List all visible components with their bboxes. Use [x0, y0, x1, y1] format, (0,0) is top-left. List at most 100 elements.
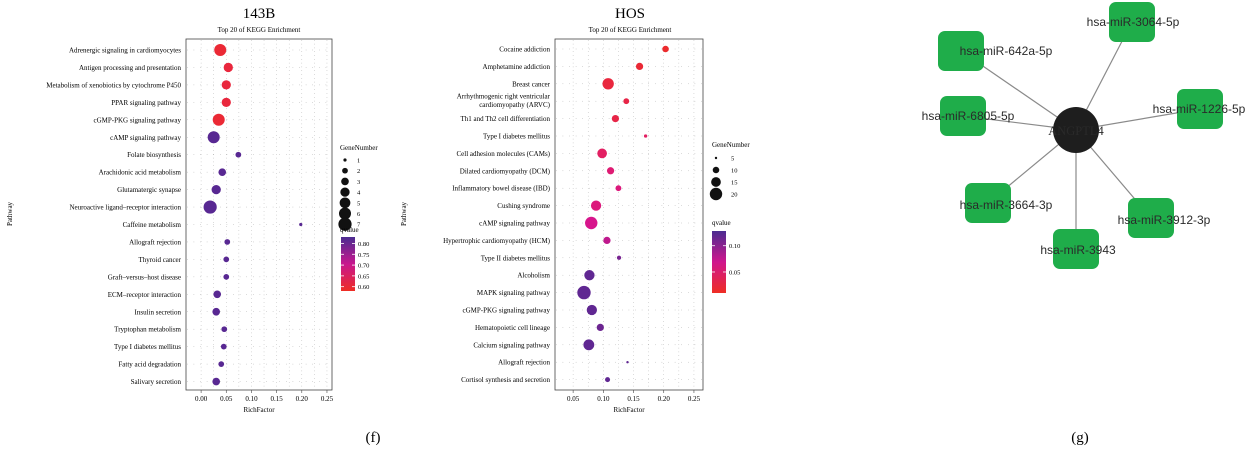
panel-label-g: (g) [1071, 430, 1089, 446]
data-point [203, 200, 217, 214]
color-legend: qvalue 0.80 0.75 0.70 0.65 0.60 [340, 226, 369, 291]
hub-node-label: ANGPTL4 [1048, 124, 1104, 138]
size-legend-title: GeneNumber [340, 144, 378, 152]
hub-node-circle [1053, 107, 1099, 153]
chart-title: HOS [615, 6, 645, 22]
data-point [223, 273, 230, 280]
size-legend-label: 6 [357, 211, 361, 218]
data-point [223, 62, 233, 73]
data-point [207, 131, 220, 144]
color-bar [712, 231, 726, 293]
mirna-node: hsa-miR-3664-3p [960, 183, 1053, 223]
x-tick-label: 0.10 [597, 395, 610, 403]
y-tick-label: Type I diabetes mellitus [114, 343, 181, 351]
mirna-node-box [938, 31, 984, 71]
y-tick-label: Cushing syndrome [497, 202, 550, 210]
data-point [615, 185, 622, 192]
y-tick-label: PPAR signaling pathway [111, 99, 181, 107]
size-legend: GeneNumber 5 10 15 20 [709, 141, 750, 201]
chart-hos: HOS Top 20 of KEGG Enrichment Cocaine ad… [400, 6, 750, 414]
y-tick-labels: Adrenergic signaling in cardiomyocytes An… [46, 47, 181, 387]
x-tick-label: 0.05 [220, 395, 233, 403]
mirna-node-box [1177, 89, 1223, 129]
size-legend-dot [341, 177, 349, 186]
data-point [235, 151, 242, 158]
data-point [586, 304, 597, 316]
y-tick-label: Folate biosynthesis [127, 151, 181, 159]
plot-frame [185, 38, 333, 391]
y-tick-label: Dilated cardiomyopathy (DCM) [460, 167, 551, 175]
chart-143b: 143B Top 20 of KEGG Enrichment Adrenergi… [6, 6, 378, 414]
mirna-node: hsa-miR-3943 [1040, 229, 1116, 269]
y-tick-label: Type I diabetes mellitus [483, 133, 550, 141]
x-tick-label: 0.05 [567, 395, 580, 403]
mirna-node: hsa-miR-1226-5p [1153, 89, 1246, 129]
data-point [603, 236, 611, 245]
mirna-node-label: hsa-miR-3943 [1040, 243, 1116, 257]
color-legend-label: 0.80 [358, 241, 369, 248]
size-legend-dot [714, 156, 718, 160]
y-tick-label: Amphetamine addiction [483, 63, 551, 71]
chart-title: 143B [243, 6, 276, 22]
y-tick-label: Th1 and Th2 cell differentiation [460, 115, 550, 123]
plot-frame [554, 38, 704, 391]
size-legend-label: 7 [357, 222, 361, 229]
y-tick-label: Cell adhesion molecules (CAMs) [456, 150, 550, 158]
x-tick-labels: 0.05 0.10 0.15 0.20 0.25 [567, 390, 701, 403]
data-point [597, 148, 607, 159]
x-tick-label: 0.00 [195, 395, 208, 403]
y-tick-label: Antigen processing and presentation [79, 64, 182, 72]
data-point [577, 285, 591, 300]
data-point [635, 62, 644, 71]
y-tick-label: Insulin secretion [135, 308, 182, 316]
y-tick-label: Alcoholism [517, 272, 550, 280]
data-point [606, 167, 615, 175]
y-tick-label: Neuroactive ligand–receptor interaction [69, 204, 181, 212]
data-point [213, 290, 222, 299]
size-legend-label: 5 [357, 200, 360, 207]
y-tick-label: Metabolism of xenobiotics by cytochrome … [46, 81, 181, 89]
y-tick-labels: Cocaine addiction Amphetamine addiction Br… [443, 46, 551, 385]
data-point [212, 307, 221, 316]
y-tick-label: Glutamatergic synapse [117, 186, 181, 194]
data-point [224, 239, 231, 245]
y-tick-label: Allograft rejection [129, 238, 181, 246]
y-tick-label: Arachidonic acid metabolism [99, 169, 182, 177]
size-legend-label: 2 [357, 168, 360, 175]
color-legend-label: 0.75 [358, 252, 369, 259]
size-legend-dot [339, 207, 351, 220]
size-legend-dot [712, 166, 720, 174]
mirna-node-label: hsa-miR-1226-5p [1153, 102, 1246, 116]
data-point [212, 377, 221, 386]
data-point [616, 255, 622, 260]
hub-node: ANGPTL4 [1048, 107, 1105, 153]
mirna-node: hsa-miR-3064-5p [1087, 2, 1180, 42]
y-tick-label: MAPK signaling pathway [477, 289, 551, 297]
data-points [577, 45, 669, 383]
size-legend-dot [711, 177, 721, 187]
x-tick-label: 0.15 [627, 395, 640, 403]
mirna-node: hsa-miR-3912-3p [1118, 198, 1211, 238]
mirna-node-label: hsa-miR-6805-5p [922, 109, 1015, 123]
x-tick-label: 0.10 [245, 395, 258, 403]
y-tick-label: Tryptophan metabolism [114, 326, 181, 334]
color-bar [341, 237, 355, 291]
panel-label-f: (f) [366, 430, 381, 446]
y-axis-label: Pathway [400, 201, 408, 226]
size-legend-label: 4 [357, 190, 361, 197]
x-tick-label: 0.15 [270, 395, 283, 403]
x-tick-labels: 0.00 0.05 0.10 0.15 0.20 0.25 [195, 390, 334, 403]
network-nodes: hsa-miR-642a-5p hsa-miR-3064-5p hsa-miR-12… [922, 2, 1246, 269]
y-tick-label: Type II diabetes mellitus [481, 254, 551, 262]
data-point [626, 361, 629, 364]
size-legend-dot [342, 167, 348, 174]
grid [556, 40, 702, 389]
mirna-node-label: hsa-miR-3912-3p [1118, 213, 1211, 227]
x-tick-label: 0.25 [688, 395, 701, 403]
y-tick-label: Cocaine addiction [499, 46, 550, 54]
color-legend-label: 0.70 [358, 263, 369, 270]
y-axis-label: Pathway [6, 201, 14, 226]
data-point [220, 343, 227, 350]
y-tick-label: cAMP signaling pathway [110, 134, 181, 142]
